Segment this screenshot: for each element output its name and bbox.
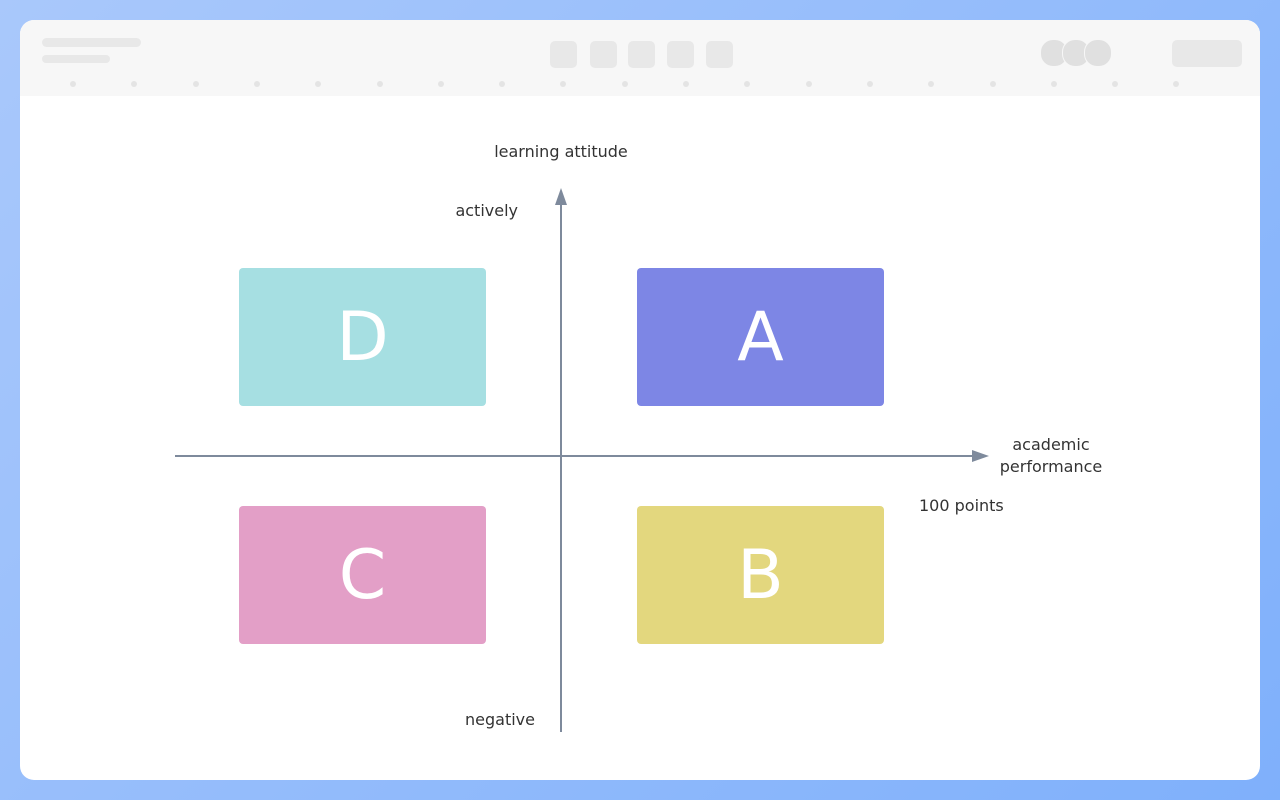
tool-button[interactable] <box>550 41 577 68</box>
axes <box>175 188 989 732</box>
quadrant: B <box>637 506 884 644</box>
tool-button[interactable] <box>628 41 655 68</box>
ruler-dot <box>621 81 628 87</box>
ruler-dot <box>1112 81 1119 87</box>
title-placeholder <box>42 38 141 47</box>
tool-button[interactable] <box>706 41 733 68</box>
ruler-dot <box>499 81 506 87</box>
ruler-dot <box>805 81 812 87</box>
y-axis-top: actively <box>455 201 518 220</box>
ruler-dot <box>437 81 444 87</box>
y-axis-label: learning attitude <box>494 142 628 161</box>
ruler-dot <box>192 81 199 87</box>
ruler-dot <box>560 81 567 87</box>
x-arrow <box>972 450 989 462</box>
ruler-dot <box>1173 81 1180 87</box>
ruler-dot <box>1050 81 1057 87</box>
quadrant: C <box>239 506 486 644</box>
toolbar <box>20 20 1260 96</box>
quadrant: A <box>637 268 884 406</box>
x-axis-label: academic performance <box>999 435 1103 476</box>
ruler-dot <box>744 81 751 87</box>
ruler-dot <box>70 81 76 87</box>
ruler-dot <box>131 81 138 87</box>
y-arrow <box>555 188 567 205</box>
ruler-dot <box>253 81 260 87</box>
card: learning attitude actively negative acad… <box>20 20 1260 780</box>
tool-button[interactable] <box>590 41 617 68</box>
ruler-dot <box>866 81 873 87</box>
quadrant: D <box>239 268 486 406</box>
ruler-dot <box>989 81 996 87</box>
share-button[interactable] <box>1172 40 1242 67</box>
ruler-dot <box>376 81 383 87</box>
ruler-dot <box>928 81 935 87</box>
subtitle-placeholder <box>42 55 110 63</box>
y-axis-bottom: negative <box>465 710 535 729</box>
avatar <box>1084 39 1112 67</box>
ruler-dot <box>683 81 689 87</box>
ruler-dot <box>315 81 322 87</box>
x-axis-end: 100 points <box>919 496 1004 515</box>
tool-button[interactable] <box>667 41 694 68</box>
